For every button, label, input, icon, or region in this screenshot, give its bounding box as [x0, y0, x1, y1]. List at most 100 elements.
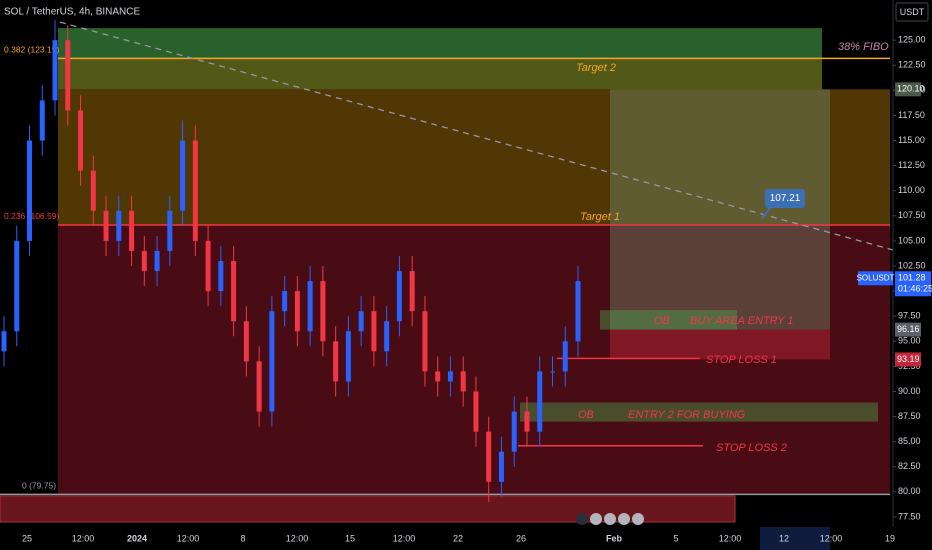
trendline: [59, 21, 894, 251]
candle-body: [486, 431, 492, 482]
candle-body: [256, 361, 262, 412]
candle-body: [409, 271, 415, 312]
candle-body: [575, 281, 581, 342]
x-tick-label: 12:00: [286, 533, 309, 543]
candle-body: [435, 371, 441, 382]
candle-body: [1, 331, 7, 352]
zone: [58, 28, 822, 59]
annotation: ENTRY 2 FOR BUYING: [628, 409, 746, 421]
annotation: OB: [654, 315, 670, 327]
x-tick-label: 12:00: [820, 533, 843, 543]
candle-body: [205, 240, 211, 292]
candle-body: [524, 411, 530, 432]
candle-body: [537, 371, 543, 432]
callout-label: 107.21: [770, 193, 801, 204]
axis-labels: 77.5080.0082.5085.0087.5090.0092.5095.00…: [22, 35, 932, 544]
candle-body: [192, 140, 198, 241]
annotation: OB: [578, 409, 594, 421]
candle-body: [65, 40, 71, 111]
x-tick-label: 5: [673, 533, 678, 543]
candle-body: [231, 260, 237, 322]
symbol-tag: [858, 271, 893, 286]
y-tick-label: 90.00: [898, 386, 921, 396]
chart-title: SOL / TetherUS, 4h, BINANCE: [4, 7, 140, 18]
candle-body: [129, 210, 135, 251]
candle-body: [345, 331, 351, 382]
annotation: 38% FIBO: [838, 41, 889, 53]
y-tick-label: 117.50: [898, 110, 925, 120]
candle-body: [282, 291, 288, 312]
currency: USDT: [900, 7, 925, 17]
candle-body: [154, 250, 160, 272]
y-tick-label: 77.50: [898, 511, 921, 521]
zone: [610, 89, 830, 330]
zone: [610, 329, 830, 360]
x-tick-label: 22: [453, 533, 463, 543]
zone: [58, 58, 822, 90]
labels: SOL / TetherUS, 4h, BINANCE 38% FIBO Tar…: [4, 7, 889, 454]
last-price-tag: [895, 271, 931, 297]
x-tick-label: 12: [779, 533, 789, 543]
y-tick-label: 95.00: [898, 336, 921, 346]
candle-body: [52, 40, 58, 101]
zone: [600, 310, 737, 330]
x-tick-label: 12:00: [393, 533, 416, 543]
annotation: Target 2: [576, 62, 616, 74]
fib-label: 0.382 (123.19): [4, 45, 59, 55]
candle-body: [269, 311, 275, 412]
x-tick-label: 8: [240, 533, 245, 543]
y-tick-label: 122.50: [898, 60, 926, 70]
x-tick-label: 2024: [127, 533, 147, 543]
y-tick-label: 107.50: [898, 210, 926, 220]
candle-body: [27, 140, 33, 241]
y-tick-label: 110.00: [898, 185, 925, 195]
fib-label: 0 (79.75): [22, 481, 56, 491]
y-tick-label: 115.00: [898, 135, 925, 145]
candle-body: [294, 291, 300, 332]
time-axis: [0, 527, 893, 550]
y-tick-label: 87.50: [898, 411, 921, 421]
x-tick-label: 19: [885, 533, 895, 543]
y-tick-label: 80.00: [898, 486, 921, 496]
candles: [1, 20, 581, 502]
annotation: STOP LOSS 2: [716, 442, 787, 454]
event-icon: [576, 513, 588, 525]
candle-body: [243, 321, 249, 362]
event-icon: [604, 513, 616, 525]
candle-body: [333, 341, 339, 382]
time-highlight: [760, 527, 830, 550]
symbol-label: SOLUSDT: [857, 273, 895, 282]
candle-body: [562, 341, 568, 372]
y-tick-label: 102.50: [898, 260, 926, 270]
price-tag-label: 93.19: [897, 354, 920, 364]
candle-body: [384, 321, 390, 352]
candle-body: [371, 311, 377, 352]
x-tick-label: 12:00: [72, 533, 95, 543]
zone: [58, 224, 890, 495]
x-tick-label: 12:00: [177, 533, 200, 543]
candle-body: [498, 451, 504, 482]
y-tick-label: 105.00: [898, 235, 926, 245]
candle-body: [447, 371, 453, 382]
candle-body: [358, 311, 364, 332]
candle-body: [422, 311, 428, 372]
candle-body: [14, 240, 20, 332]
price-tag: [895, 322, 921, 337]
price-tag: [895, 352, 921, 367]
candle-body: [78, 110, 84, 171]
zone: [520, 402, 878, 422]
currency-box: [895, 2, 929, 22]
event-icon: [618, 513, 630, 525]
annotation: STOP LOSS 1: [706, 354, 777, 366]
event-icons: [576, 513, 644, 525]
candle-body: [549, 371, 555, 373]
price-tag-label: 120.10: [897, 84, 925, 94]
candle-body: [39, 100, 45, 141]
candle-body: [180, 140, 186, 211]
countdown: 01:46:25: [898, 284, 932, 294]
last-price-label: 101.28: [898, 273, 926, 283]
y-tick-label: 82.50: [898, 461, 921, 471]
candle-body: [396, 271, 402, 322]
callout-box: [765, 189, 805, 208]
